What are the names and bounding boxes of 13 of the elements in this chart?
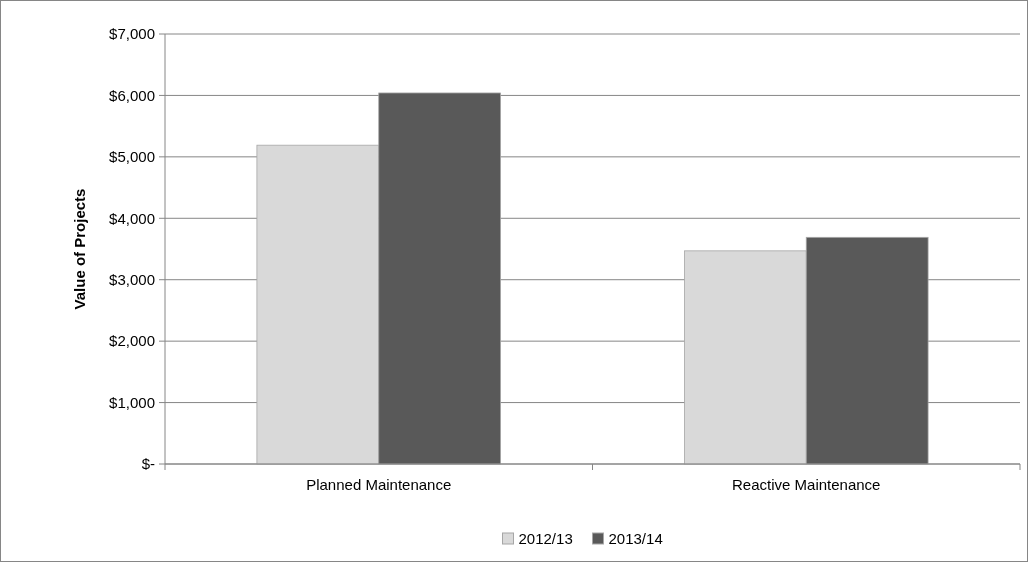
y-tick-label: $1,000: [109, 393, 155, 411]
legend-label: 2013/14: [608, 530, 663, 548]
x-tick-label: Planned Maintenance: [306, 476, 452, 493]
y-tick-label: $5,000: [109, 148, 155, 166]
y-tick-label: $4,000: [109, 209, 155, 227]
y-tick-label: $2,000: [109, 332, 155, 350]
y-axis-title: Value of Projects: [71, 188, 88, 310]
y-tick-label: $3,000: [109, 270, 155, 288]
x-tick-label: Reactive Maintenance: [732, 476, 881, 493]
y-tick-label: $-: [141, 455, 155, 473]
y-tick-label: $7,000: [109, 25, 155, 43]
legend-label: 2012/13: [518, 530, 573, 548]
y-tick-label: $6,000: [109, 86, 155, 104]
